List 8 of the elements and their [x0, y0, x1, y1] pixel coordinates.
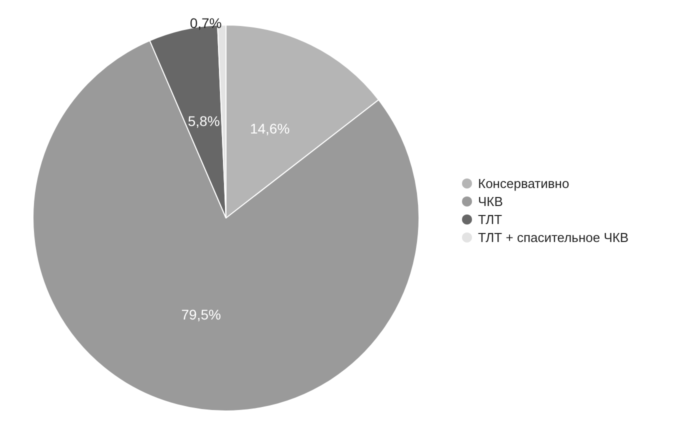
data-label: 0,7%: [190, 15, 222, 32]
legend-label: ТЛТ + спасительное ЧКВ: [478, 230, 629, 245]
data-label: 14,6%: [250, 120, 290, 137]
data-label: 79,5%: [181, 306, 221, 322]
legend-label: ЧКВ: [478, 194, 503, 209]
legend-label: ТЛТ: [478, 212, 502, 227]
legend-label: Консервативно: [478, 176, 570, 191]
data-label: 5,8%: [188, 113, 220, 130]
